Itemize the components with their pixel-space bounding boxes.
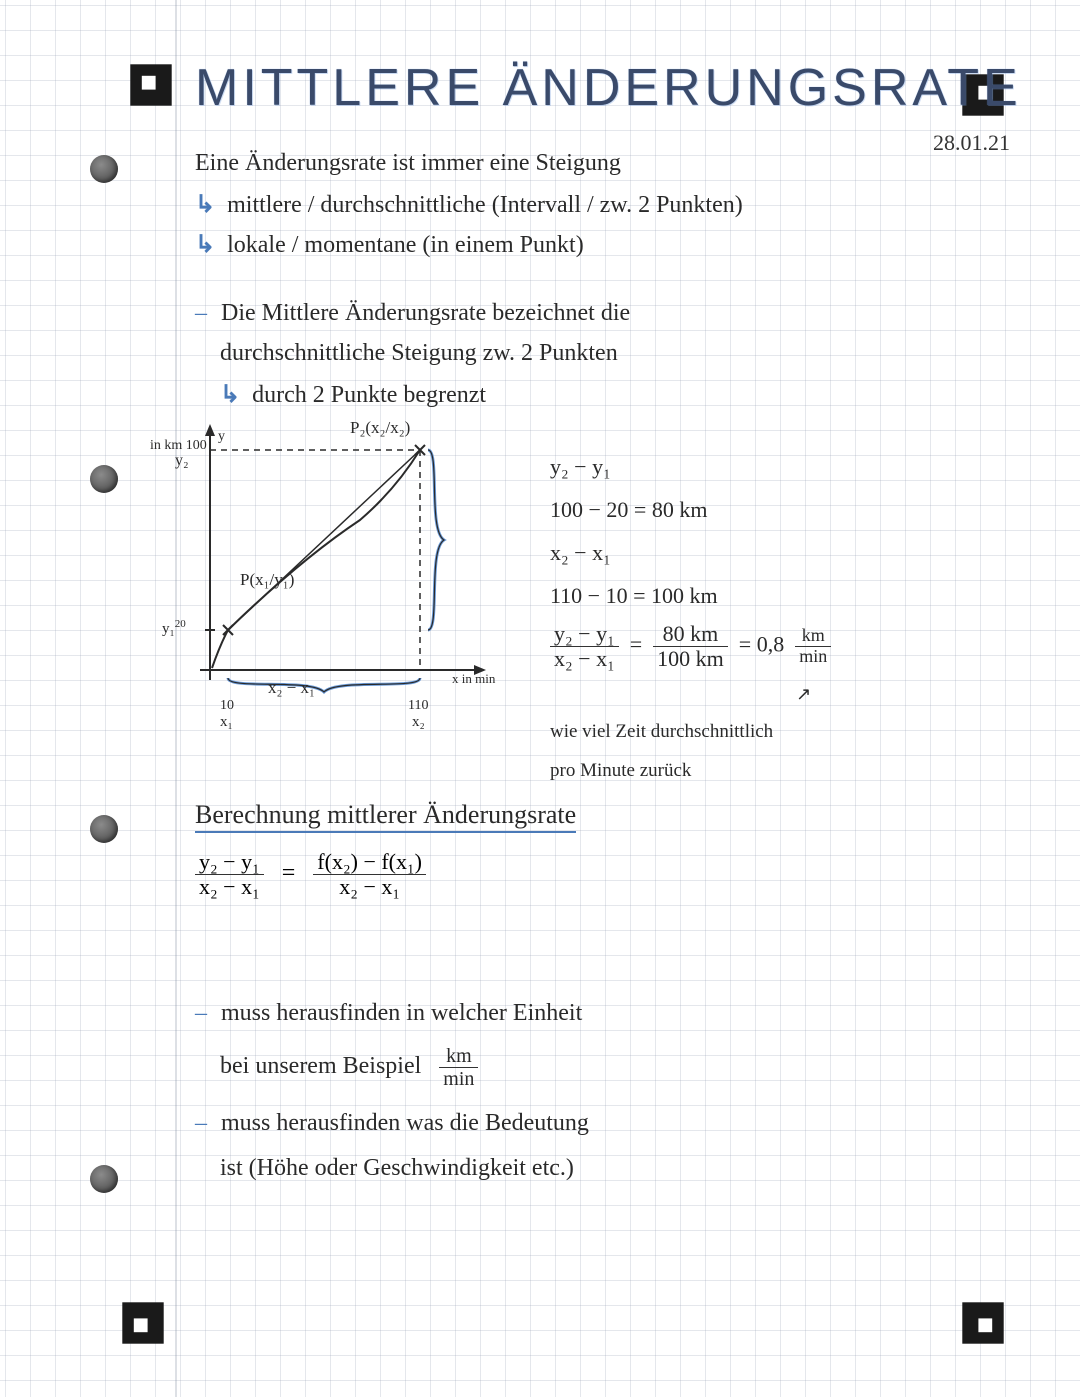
dx-label: x₂ − x₁ — [268, 678, 315, 698]
text-line: bei unserem Beispiel kmmin — [220, 1045, 478, 1090]
corner-marker-bl — [120, 1300, 166, 1346]
section-heading: Berechnung mittlerer Änderungsrate — [195, 800, 582, 830]
text-line: ↳ durch 2 Punkte begrenzt — [220, 380, 486, 409]
text-line: ↳ mittlere / durchschnittliche (Interval… — [195, 190, 743, 219]
calc-row: 110 − 10 = 100 km — [550, 579, 831, 612]
page-title: MITTLERE ÄNDERUNGSRATE — [195, 58, 1022, 118]
text: durch 2 Punkte begrenzt — [252, 382, 486, 408]
arrow-icon: ↳ — [195, 192, 215, 218]
text-line: ↳ lokale / momentane (in einem Punkt) — [195, 230, 584, 259]
y1-val: y₁20 — [162, 618, 186, 638]
corner-marker-tl — [128, 62, 174, 108]
calc-row: y₂ − y₁ — [550, 450, 831, 483]
formula-block: y₂ − y₁x₂ − x₁ = f(x₂) − f(x₁)x₂ − x₁ — [195, 850, 426, 899]
punch-hole — [90, 1165, 118, 1193]
text-line: ist (Höhe oder Geschwindigkeit etc.) — [220, 1155, 574, 1182]
calc-row: 100 − 20 = 80 km — [550, 493, 831, 526]
x2-label: x₂ — [412, 714, 425, 731]
corner-marker-br — [960, 1300, 1006, 1346]
rate-graph: y in km 100 y₂ y₁20 P₂(x₂/x₂) P(x₁/y₁) x… — [190, 420, 510, 740]
svg-text:y: y — [218, 429, 225, 444]
text-line: Eine Änderungsrate ist immer eine Steigu… — [195, 150, 621, 177]
calc-arrow: ↗ — [550, 681, 831, 708]
arrow-icon: ↳ — [220, 382, 240, 408]
text: mittlere / durchschnittliche (Intervall … — [227, 192, 743, 218]
bullet-icon: – — [195, 1110, 207, 1136]
bullet-icon: – — [195, 1000, 207, 1026]
text-line: – Die Mittlere Änderungsrate bezeichnet … — [195, 300, 630, 327]
calc-row: x₂ − x₁ — [550, 536, 831, 569]
text: Die Mittlere Änderungsrate bezeichnet di… — [221, 300, 630, 326]
punch-hole — [90, 155, 118, 183]
text-line: – muss herausfinden in welcher Einheit — [195, 1000, 582, 1027]
bullet-icon: – — [195, 300, 207, 326]
date: 28.01.21 — [933, 130, 1010, 156]
p1-label: P(x₁/y₁) — [240, 570, 294, 590]
p2-label: P₂(x₂/x₂) — [350, 418, 410, 438]
calc-row: y₂ − y₁x₂ − x₁ = 80 km100 km = 0,8 kmmin — [550, 622, 831, 671]
x2-val: 110 — [408, 698, 428, 714]
x-axis-unit: x in min — [452, 672, 502, 686]
calc-note: pro Minute zurück — [550, 757, 831, 786]
text-line: durchschnittliche Steigung zw. 2 Punkten — [220, 340, 618, 367]
punch-hole — [90, 465, 118, 493]
punch-hole — [90, 815, 118, 843]
margin-line — [175, 0, 177, 1397]
x1-label: x₁ — [220, 714, 233, 731]
text-line: – muss herausfinden was die Bedeutung — [195, 1110, 589, 1137]
text: lokale / momentane (in einem Punkt) — [227, 232, 584, 258]
y2-label: y₂ — [175, 452, 189, 470]
x1-val: 10 — [220, 698, 234, 714]
calculation-block: y₂ − y₁ 100 − 20 = 80 km x₂ − x₁ 110 − 1… — [550, 450, 831, 795]
arrow-icon: ↳ — [195, 232, 215, 258]
calc-note: wie viel Zeit durchschnittlich — [550, 718, 831, 747]
